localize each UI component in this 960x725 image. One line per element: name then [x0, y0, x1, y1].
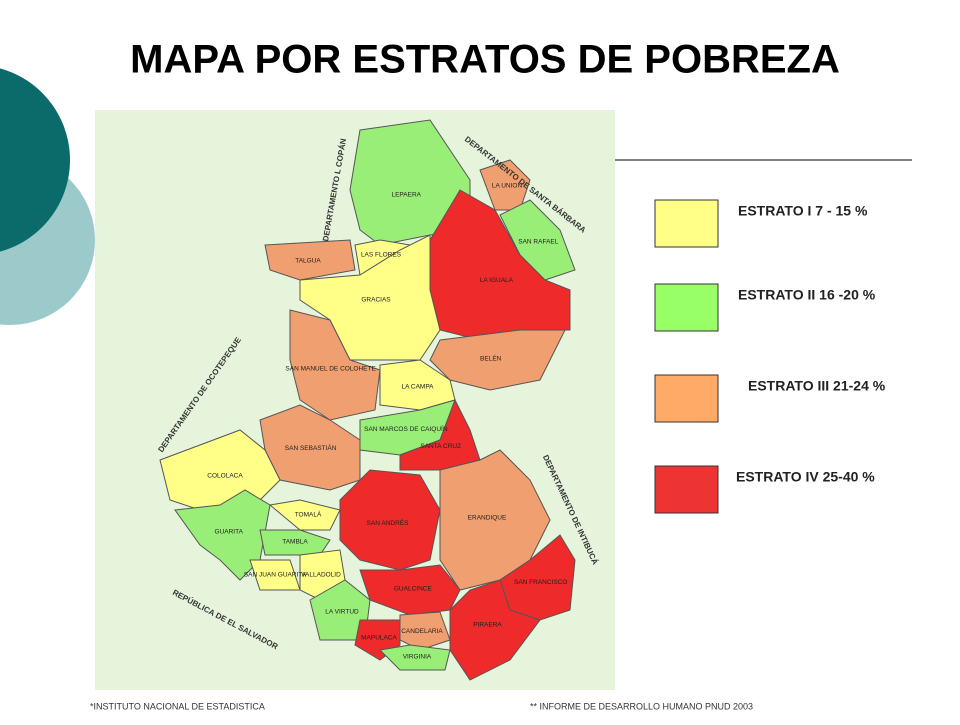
region: [299, 234, 441, 361]
region-label: LA CAMPA: [401, 383, 434, 390]
region-label: PIRAERA: [473, 622, 502, 629]
region-label: LA UNION: [492, 183, 523, 190]
legend-swatch: [654, 374, 719, 423]
region: [259, 529, 331, 556]
region-label: SAN MARCOS DE CAIQUÍN: [364, 424, 448, 433]
legend-swatch: [654, 465, 719, 514]
region: [429, 329, 566, 391]
legend: ESTRATO I 7 - 15 % ESTRATO II 16 -20 % EST…: [654, 199, 886, 514]
region-label: SAN RAFAEL: [518, 238, 558, 245]
region-label: LAS FLORES: [361, 252, 402, 259]
footnote: ** INFORME DE DESARROLLO HUMANO PNUD 200…: [530, 701, 753, 711]
region-label: GRACIAS: [361, 297, 391, 304]
region-label: LA VIRTUD: [325, 609, 359, 616]
legend-swatch: [654, 283, 719, 332]
region-label: ERANDIQUE: [468, 515, 507, 522]
region: [264, 239, 356, 281]
legend-label: ESTRATO III 21-24 %: [748, 378, 886, 394]
region: [289, 309, 381, 421]
region-label: LA IGUALA: [480, 277, 514, 284]
legend-swatch: [654, 199, 719, 248]
region-label: SAN SEBASTIÁN: [285, 443, 337, 452]
region-label: TAMBLA: [282, 539, 308, 546]
region-label: LEPAERA: [391, 192, 421, 199]
region-label: SAN JUAN GUARITA: [244, 572, 307, 579]
region: [399, 398, 481, 471]
footnote: *INSTITUTO NACIONAL DE ESTADISTICA: [90, 701, 265, 711]
title: MAPA POR ESTRATOS DE POBREZA: [130, 38, 840, 82]
region-label: GUARITA: [215, 529, 244, 536]
region-label: CANDELARIA: [401, 628, 443, 635]
legend-label: ESTRATO IV 25-40 %: [736, 469, 875, 485]
region-label: SAN MANUEL DE COLOHETE: [285, 365, 376, 372]
region-label: VALLADOLID: [301, 572, 341, 579]
region: [449, 579, 541, 681]
region-label: SAN ANDRÉS: [367, 518, 410, 527]
region-label: TOMALÁ: [295, 510, 322, 519]
region: [378, 644, 451, 671]
decor-circle: [0, 68, 70, 252]
legend-label: ESTRATO I 7 - 15 %: [738, 203, 868, 219]
region-label: VIRGINIA: [403, 654, 432, 661]
region-label: GUALCINCE: [394, 585, 433, 592]
region-label: MAPULACA: [361, 635, 397, 642]
region-label: COLOLACA: [207, 472, 243, 479]
region: [359, 564, 461, 616]
region-label: SANTA CRUZ: [420, 443, 461, 450]
region-label: SAN FRANCISCO: [514, 579, 567, 586]
region: [159, 429, 281, 511]
region: [479, 159, 531, 211]
legend-label: ESTRATO II 16 -20 %: [738, 287, 876, 303]
region-label: BELÉN: [480, 353, 502, 362]
region-label: TALGUA: [295, 258, 321, 265]
region: [268, 499, 341, 531]
region: [339, 469, 441, 571]
